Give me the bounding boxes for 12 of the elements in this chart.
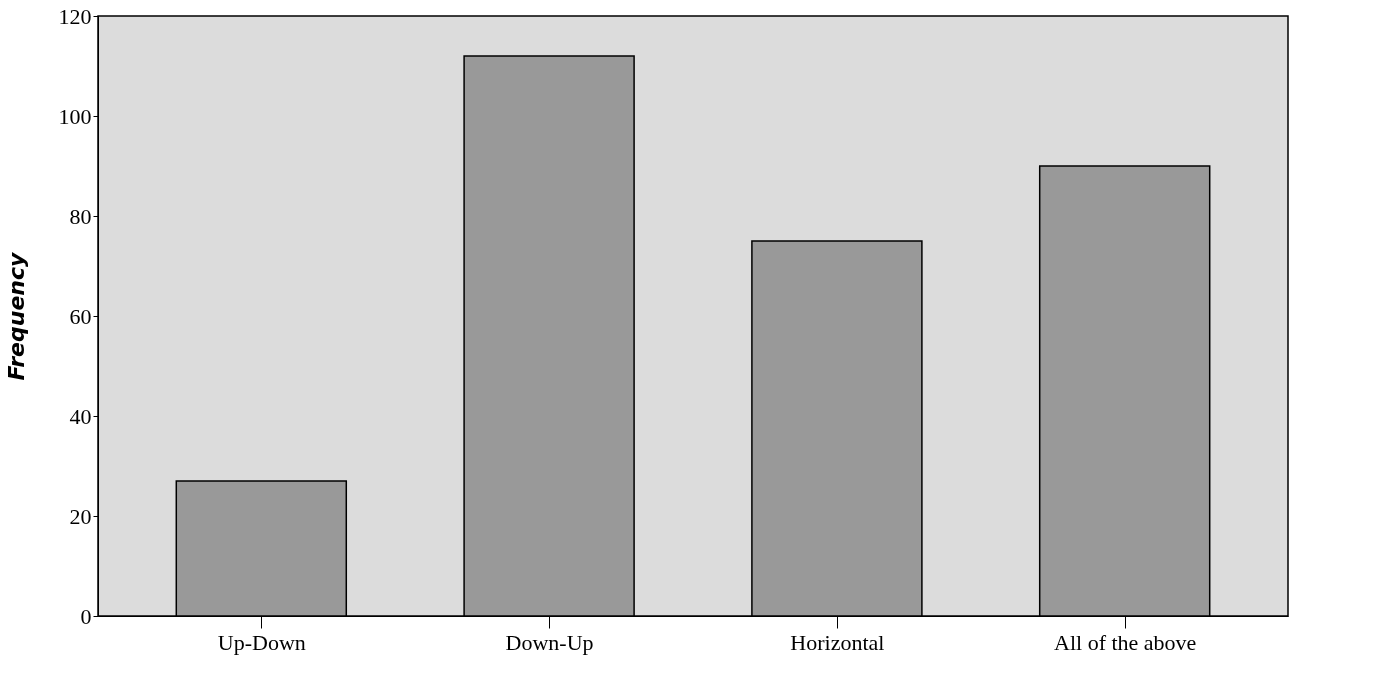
y-tick-label: 120 bbox=[58, 3, 92, 29]
y-tick-label: 40 bbox=[69, 403, 92, 429]
y-tick-label: 100 bbox=[58, 103, 92, 129]
y-axis-title: Frequency bbox=[3, 250, 29, 381]
x-tick-label: Up-Down bbox=[217, 629, 306, 655]
x-tick-label: All of the above bbox=[1054, 629, 1197, 655]
x-tick-label: Horizontal bbox=[790, 629, 885, 655]
y-tick-label: 20 bbox=[69, 503, 92, 529]
y-tick-label: 0 bbox=[80, 603, 92, 629]
y-tick-label: 80 bbox=[69, 203, 92, 229]
x-tick-label: Down-Up bbox=[505, 629, 594, 655]
y-tick-label: 60 bbox=[69, 303, 92, 329]
